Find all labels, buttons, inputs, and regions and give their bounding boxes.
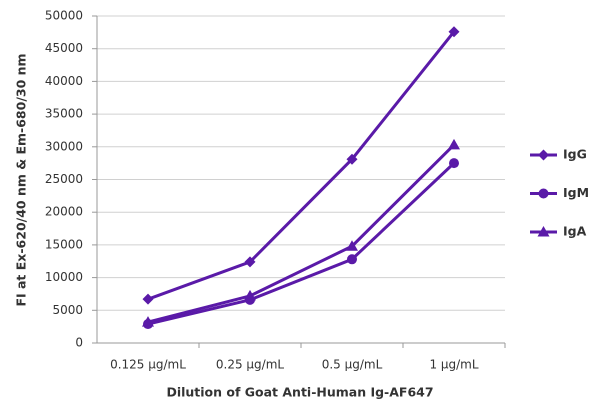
y-tick-label: 5000 (52, 303, 83, 317)
y-axis-title: FI at Ex-620/40 nm & Em-680/30 nm (14, 53, 29, 306)
y-tick-label: 20000 (45, 205, 83, 219)
y-tick-label: 35000 (45, 107, 83, 121)
series-line (147, 162, 456, 326)
y-tick-label: 40000 (45, 74, 83, 88)
marker (346, 153, 358, 165)
x-axis-title: Dilution of Goat Anti-Human Ig-AF647 (166, 385, 433, 400)
marker (449, 158, 459, 169)
legend-label: IgM (563, 185, 589, 200)
y-tick-label: 30000 (45, 139, 83, 153)
y-tick-label: 25000 (45, 172, 83, 186)
x-tick-label: 0.25 µg/mL (216, 358, 285, 372)
marker (244, 289, 256, 301)
marker (537, 226, 550, 237)
marker (538, 188, 549, 199)
y-tick-label: 15000 (45, 237, 83, 251)
y-tick-label: 10000 (45, 270, 83, 284)
legend-label: IgA (563, 224, 587, 239)
legend-label: IgG (563, 147, 587, 162)
marker (346, 240, 358, 251)
y-tick-label: 0 (75, 336, 83, 350)
marker (347, 254, 357, 265)
marker (142, 316, 154, 327)
y-tick-label: 45000 (45, 41, 83, 55)
x-tick-label: 0.125 µg/mL (110, 358, 186, 372)
marker (538, 149, 549, 161)
series-line (147, 30, 456, 301)
y-tick-label: 50000 (45, 9, 83, 23)
marker (244, 256, 256, 268)
x-tick-label: 0.5 µg/mL (322, 358, 383, 372)
marker (448, 26, 460, 38)
series-line (147, 143, 456, 324)
marker (142, 293, 154, 305)
marker (448, 138, 460, 150)
x-tick-label: 1 µg/mL (429, 358, 478, 372)
